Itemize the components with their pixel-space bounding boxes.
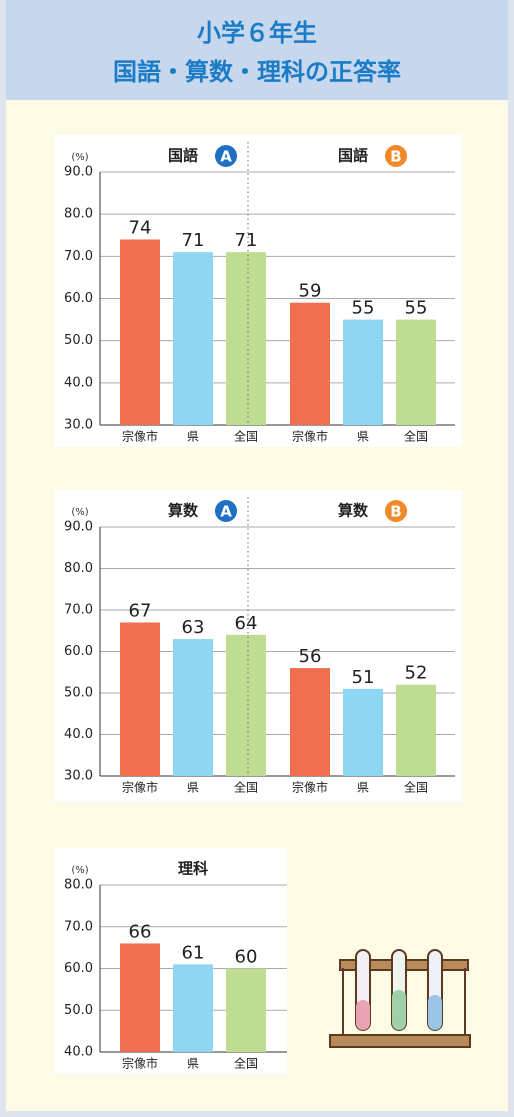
y-tick-label: 40.0: [64, 727, 93, 742]
x-tick-label: 県: [357, 781, 369, 795]
value-label: 61: [182, 942, 205, 963]
panel-title: 国語: [168, 147, 198, 165]
bar: [226, 969, 266, 1053]
page: 小学６年生 国語・算数・理科の正答率 (%) 30.0 40.0 50.0 60.0 70…: [0, 0, 514, 1117]
x-tick-label: 県: [187, 430, 199, 444]
y-tick-label: 60.0: [64, 961, 93, 976]
x-tick-label: 宗像市: [122, 1056, 158, 1071]
x-tick-label: 宗像市: [122, 780, 158, 795]
bar: [120, 943, 160, 1052]
value-label: 67: [129, 600, 152, 621]
y-tick-label: 50.0: [64, 333, 93, 348]
value-label: 74: [129, 217, 152, 238]
x-tick-label: 宗像市: [292, 780, 328, 795]
x-tick-label: 全国: [234, 429, 258, 444]
y-tick-label: 80.0: [64, 878, 93, 893]
value-label: 51: [352, 667, 375, 688]
bar: [343, 320, 383, 425]
bar: [343, 689, 383, 776]
y-tick-label: 30.0: [64, 769, 93, 784]
badge-letter: A: [220, 148, 232, 166]
value-label: 56: [299, 646, 322, 667]
x-tick-label: 県: [187, 1057, 199, 1071]
value-label: 71: [182, 230, 205, 251]
badge-letter: B: [390, 503, 401, 521]
unit-label: (%): [71, 152, 88, 163]
badge-letter: B: [390, 148, 401, 166]
y-tick-label: 70.0: [64, 919, 93, 934]
title-line: 国語・算数・理科の正答率: [113, 58, 401, 86]
y-tick-label: 90.0: [64, 165, 93, 180]
y-tick-label: 40.0: [64, 1045, 93, 1060]
value-label: 66: [129, 921, 152, 942]
x-tick-label: 全国: [234, 780, 258, 795]
bar: [290, 668, 330, 776]
bar: [173, 964, 213, 1052]
value-label: 55: [352, 298, 375, 319]
y-tick-label: 80.0: [64, 561, 93, 576]
y-tick-label: 50.0: [64, 686, 93, 701]
x-tick-label: 県: [357, 430, 369, 444]
y-tick-label: 90.0: [64, 520, 93, 535]
x-tick-label: 県: [187, 781, 199, 795]
unit-label: (%): [71, 507, 88, 518]
y-tick-label: 60.0: [64, 291, 93, 306]
y-tick-label: 50.0: [64, 1003, 93, 1018]
y-tick-label: 70.0: [64, 603, 93, 618]
bar: [226, 635, 266, 776]
panel-title: 算数: [168, 502, 199, 520]
x-tick-label: 全国: [404, 429, 428, 444]
panel-title: 国語: [338, 147, 368, 165]
y-tick-label: 60.0: [64, 644, 93, 659]
bar: [173, 639, 213, 776]
value-label: 71: [235, 230, 258, 251]
y-tick-label: 70.0: [64, 249, 93, 264]
value-label: 64: [235, 613, 258, 634]
panel-title: 算数: [338, 502, 369, 520]
value-label: 59: [299, 281, 322, 302]
bar: [120, 239, 160, 425]
value-label: 60: [235, 947, 258, 968]
y-tick-label: 80.0: [64, 207, 93, 222]
panel-title: 理科: [178, 860, 208, 878]
x-tick-label: 宗像市: [292, 429, 328, 444]
bar: [226, 252, 266, 425]
bar: [290, 303, 330, 425]
bar: [173, 252, 213, 425]
y-tick-label: 30.0: [64, 418, 93, 433]
y-tick-label: 40.0: [64, 375, 93, 390]
x-tick-label: 全国: [234, 1056, 258, 1071]
badge-letter: A: [220, 503, 232, 521]
bar: [396, 685, 436, 776]
x-tick-label: 全国: [404, 780, 428, 795]
title-line: 小学６年生: [197, 19, 317, 47]
bar: [120, 622, 160, 776]
bar: [396, 320, 436, 425]
unit-label: (%): [71, 865, 88, 876]
value-label: 55: [405, 298, 428, 319]
infographic: 小学６年生 国語・算数・理科の正答率 (%) 30.0 40.0 50.0 60.0 70…: [0, 0, 514, 1117]
value-label: 63: [182, 617, 205, 638]
value-label: 52: [405, 663, 428, 684]
x-tick-label: 宗像市: [122, 429, 158, 444]
